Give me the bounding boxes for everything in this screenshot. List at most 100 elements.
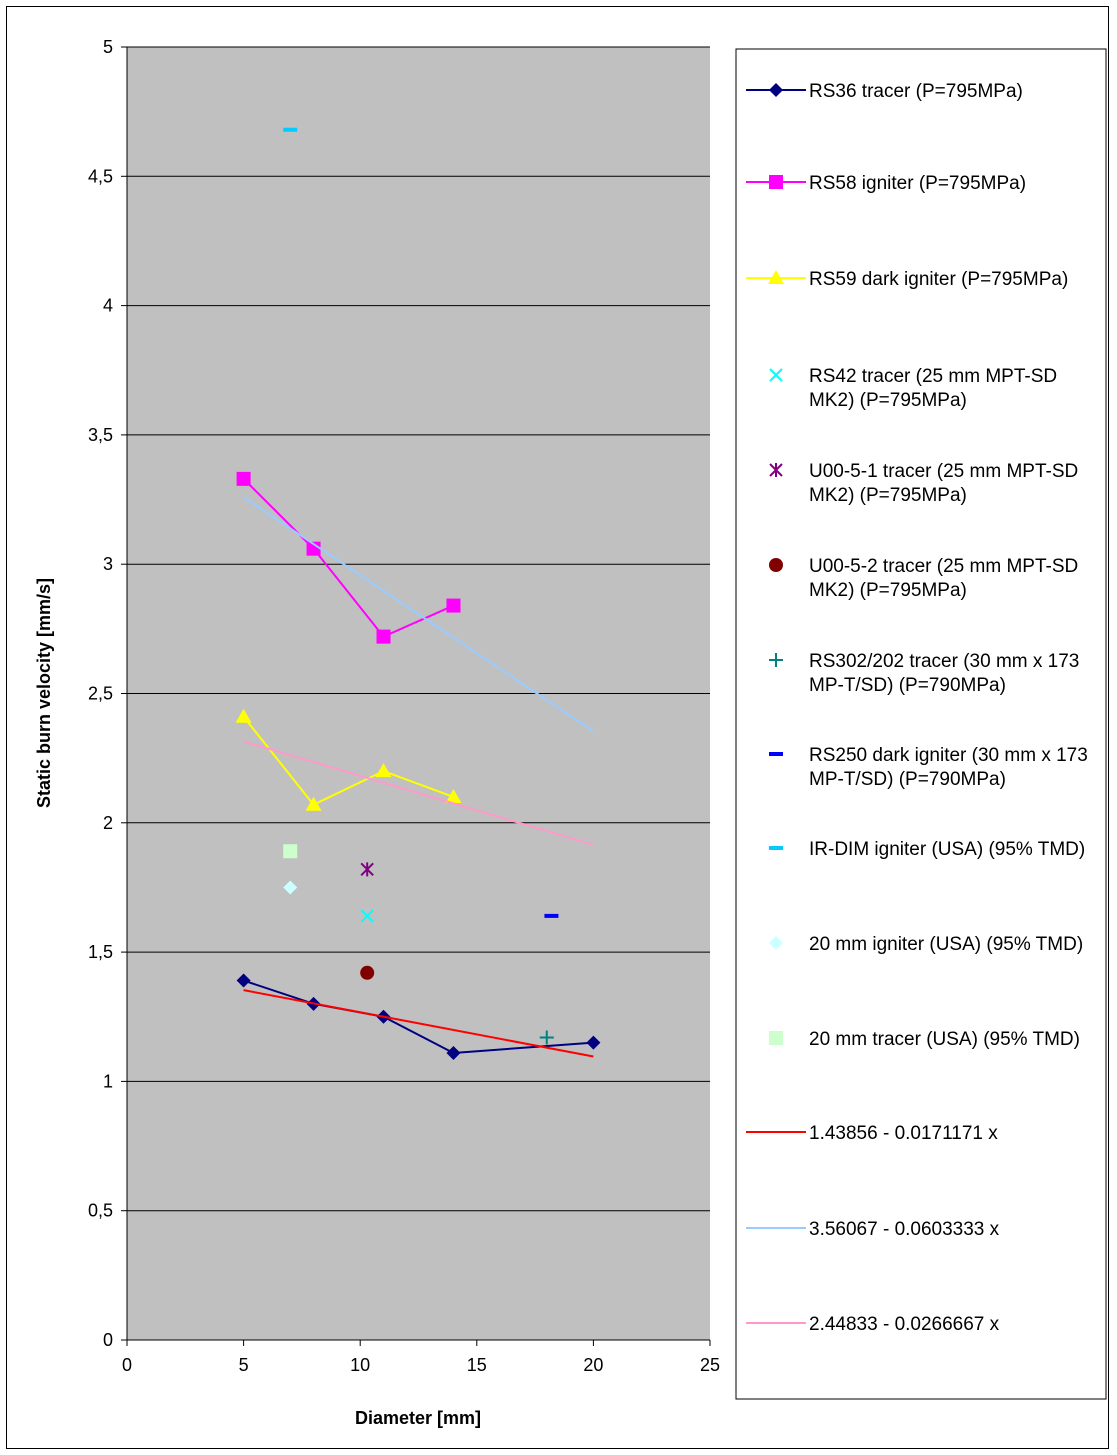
legend-entry: RS42 tracer (25 mm MPT-SD MK2) (P=795MPa) xyxy=(769,366,1057,411)
legend-entry: RS59 dark igniter (P=795MPa) xyxy=(746,269,1068,290)
y-axis-label: Static burn velocity [mm/s] xyxy=(34,578,54,808)
x-tick-label: 0 xyxy=(122,1355,132,1375)
legend-entry: 1.43856 - 0.0171171 x xyxy=(746,1123,998,1144)
series-10 xyxy=(283,880,298,895)
data-point xyxy=(283,127,298,132)
series-line xyxy=(242,478,454,638)
series-5 xyxy=(360,862,374,877)
legend-label: 1.43856 - 0.0171171 x xyxy=(809,1123,998,1144)
legend-marker xyxy=(769,463,783,477)
y-tick-label: 4,5 xyxy=(88,166,113,186)
legend-marker xyxy=(768,270,784,284)
data-point xyxy=(375,763,392,778)
legend-entry: RS250 dark igniter (30 mm x 173 MP-T/SD) … xyxy=(769,745,1088,790)
legend-entry: 3.56067 - 0.0603333 x xyxy=(746,1219,1000,1240)
data-point xyxy=(236,973,251,988)
x-tick-label: 20 xyxy=(583,1355,603,1375)
legend-marker xyxy=(769,936,783,950)
legend-marker xyxy=(769,83,783,97)
legend-label: U00-5-2 tracer (25 mm MPT-SD MK2) (P=795M… xyxy=(809,556,1078,601)
legend-entry: RS36 tracer (P=795MPa) xyxy=(746,81,1023,102)
y-tick-label: 4 xyxy=(103,296,113,316)
data-point xyxy=(235,708,252,723)
series-line xyxy=(243,740,594,846)
y-tick-label: 1 xyxy=(103,1071,113,1091)
legend-marker xyxy=(769,175,783,189)
series-7 xyxy=(539,1030,554,1045)
series-2 xyxy=(236,471,461,644)
legend-marker xyxy=(769,846,783,850)
series-line xyxy=(243,989,594,1058)
legend-label: 3.56067 - 0.0603333 x xyxy=(809,1219,1000,1240)
legend-label: 20 mm tracer (USA) (95% TMD) xyxy=(809,1029,1080,1050)
grid-lines xyxy=(127,46,710,1212)
axis-ticks: 0 0,5 1 1,5 2 2,5 3 3,5 4 4,5 5 0 5 10 15 20 25 xyxy=(88,37,720,1375)
legend-label: RS250 dark igniter (30 mm x 173 MP-T/SD) … xyxy=(809,745,1088,790)
legend-label: 20 mm igniter (USA) (95% TMD) xyxy=(809,934,1083,955)
data-point xyxy=(446,598,461,613)
series-line xyxy=(242,716,454,806)
data-point xyxy=(446,1045,461,1060)
data-point xyxy=(360,965,375,980)
legend-label: RS59 dark igniter (P=795MPa) xyxy=(809,269,1068,290)
data-point xyxy=(544,913,559,918)
legend-label: RS58 igniter (P=795MPa) xyxy=(809,173,1026,194)
series-9 xyxy=(283,127,298,132)
legend-label: RS42 tracer (25 mm MPT-SD MK2) (P=795MPa) xyxy=(809,366,1057,411)
legend-entry: U00-5-1 tracer (25 mm MPT-SD MK2) (P=795M… xyxy=(769,461,1078,506)
legend-entry: 20 mm tracer (USA) (95% TMD) xyxy=(769,1029,1080,1050)
legend-label: U00-5-1 tracer (25 mm MPT-SD MK2) (P=795M… xyxy=(809,461,1078,506)
series-11 xyxy=(283,844,298,859)
data-point xyxy=(360,862,374,877)
series-13 xyxy=(243,496,594,733)
y-tick-label: 0 xyxy=(103,1330,113,1350)
series-14 xyxy=(243,740,594,846)
data-point xyxy=(376,629,391,644)
y-tick-label: 1,5 xyxy=(88,942,113,962)
x-axis-label: Diameter [mm] xyxy=(355,1408,481,1428)
legend-entry: 2.44833 - 0.0266667 x xyxy=(746,1314,1000,1335)
legend-label: 2.44833 - 0.0266667 x xyxy=(809,1314,1000,1335)
legend-marker xyxy=(769,752,783,756)
series-12 xyxy=(243,989,594,1058)
legend-entry: U00-5-2 tracer (25 mm MPT-SD MK2) (P=795M… xyxy=(769,556,1078,601)
legend-entry: 20 mm igniter (USA) (95% TMD) xyxy=(769,934,1083,955)
data-point xyxy=(586,1035,601,1050)
y-tick-label: 0,5 xyxy=(88,1201,113,1221)
x-tick-label: 10 xyxy=(350,1355,370,1375)
legend-marker xyxy=(769,653,783,667)
legend-marker xyxy=(769,368,783,382)
series-3 xyxy=(235,708,462,811)
y-tick-label: 5 xyxy=(103,37,113,57)
legend-marker xyxy=(769,1031,783,1045)
data-point xyxy=(360,909,374,923)
legend-label: RS36 tracer (P=795MPa) xyxy=(809,81,1023,102)
legend-label: RS302/202 tracer (30 mm x 173 MP-T/SD) (P… xyxy=(809,651,1079,696)
data-point xyxy=(445,788,462,803)
y-tick-label: 3 xyxy=(103,554,113,574)
legend-marker xyxy=(769,558,783,572)
legend-entry: RS58 igniter (P=795MPa) xyxy=(746,173,1026,194)
series-8 xyxy=(544,913,559,918)
series-line xyxy=(243,496,594,733)
data-point xyxy=(236,471,251,486)
legend: RS36 tracer (P=795MPa) RS58 igniter (P=79… xyxy=(746,81,1088,1335)
x-tick-label: 25 xyxy=(700,1355,720,1375)
x-tick-label: 15 xyxy=(467,1355,487,1375)
legend-box xyxy=(735,48,1107,1400)
legend-entry: RS302/202 tracer (30 mm x 173 MP-T/SD) (P… xyxy=(769,651,1079,696)
legend-entry: IR-DIM igniter (USA) (95% TMD) xyxy=(769,839,1085,860)
x-tick-label: 5 xyxy=(239,1355,249,1375)
series-4 xyxy=(360,909,374,923)
data-point xyxy=(539,1030,554,1045)
y-tick-label: 2,5 xyxy=(88,684,113,704)
data-point xyxy=(283,880,298,895)
data-point xyxy=(305,796,322,811)
legend-label: IR-DIM igniter (USA) (95% TMD) xyxy=(809,839,1085,860)
data-series xyxy=(235,127,601,1060)
y-tick-label: 2 xyxy=(103,813,113,833)
data-point xyxy=(283,844,298,859)
y-tick-label: 3,5 xyxy=(88,425,113,445)
series-6 xyxy=(360,965,375,980)
